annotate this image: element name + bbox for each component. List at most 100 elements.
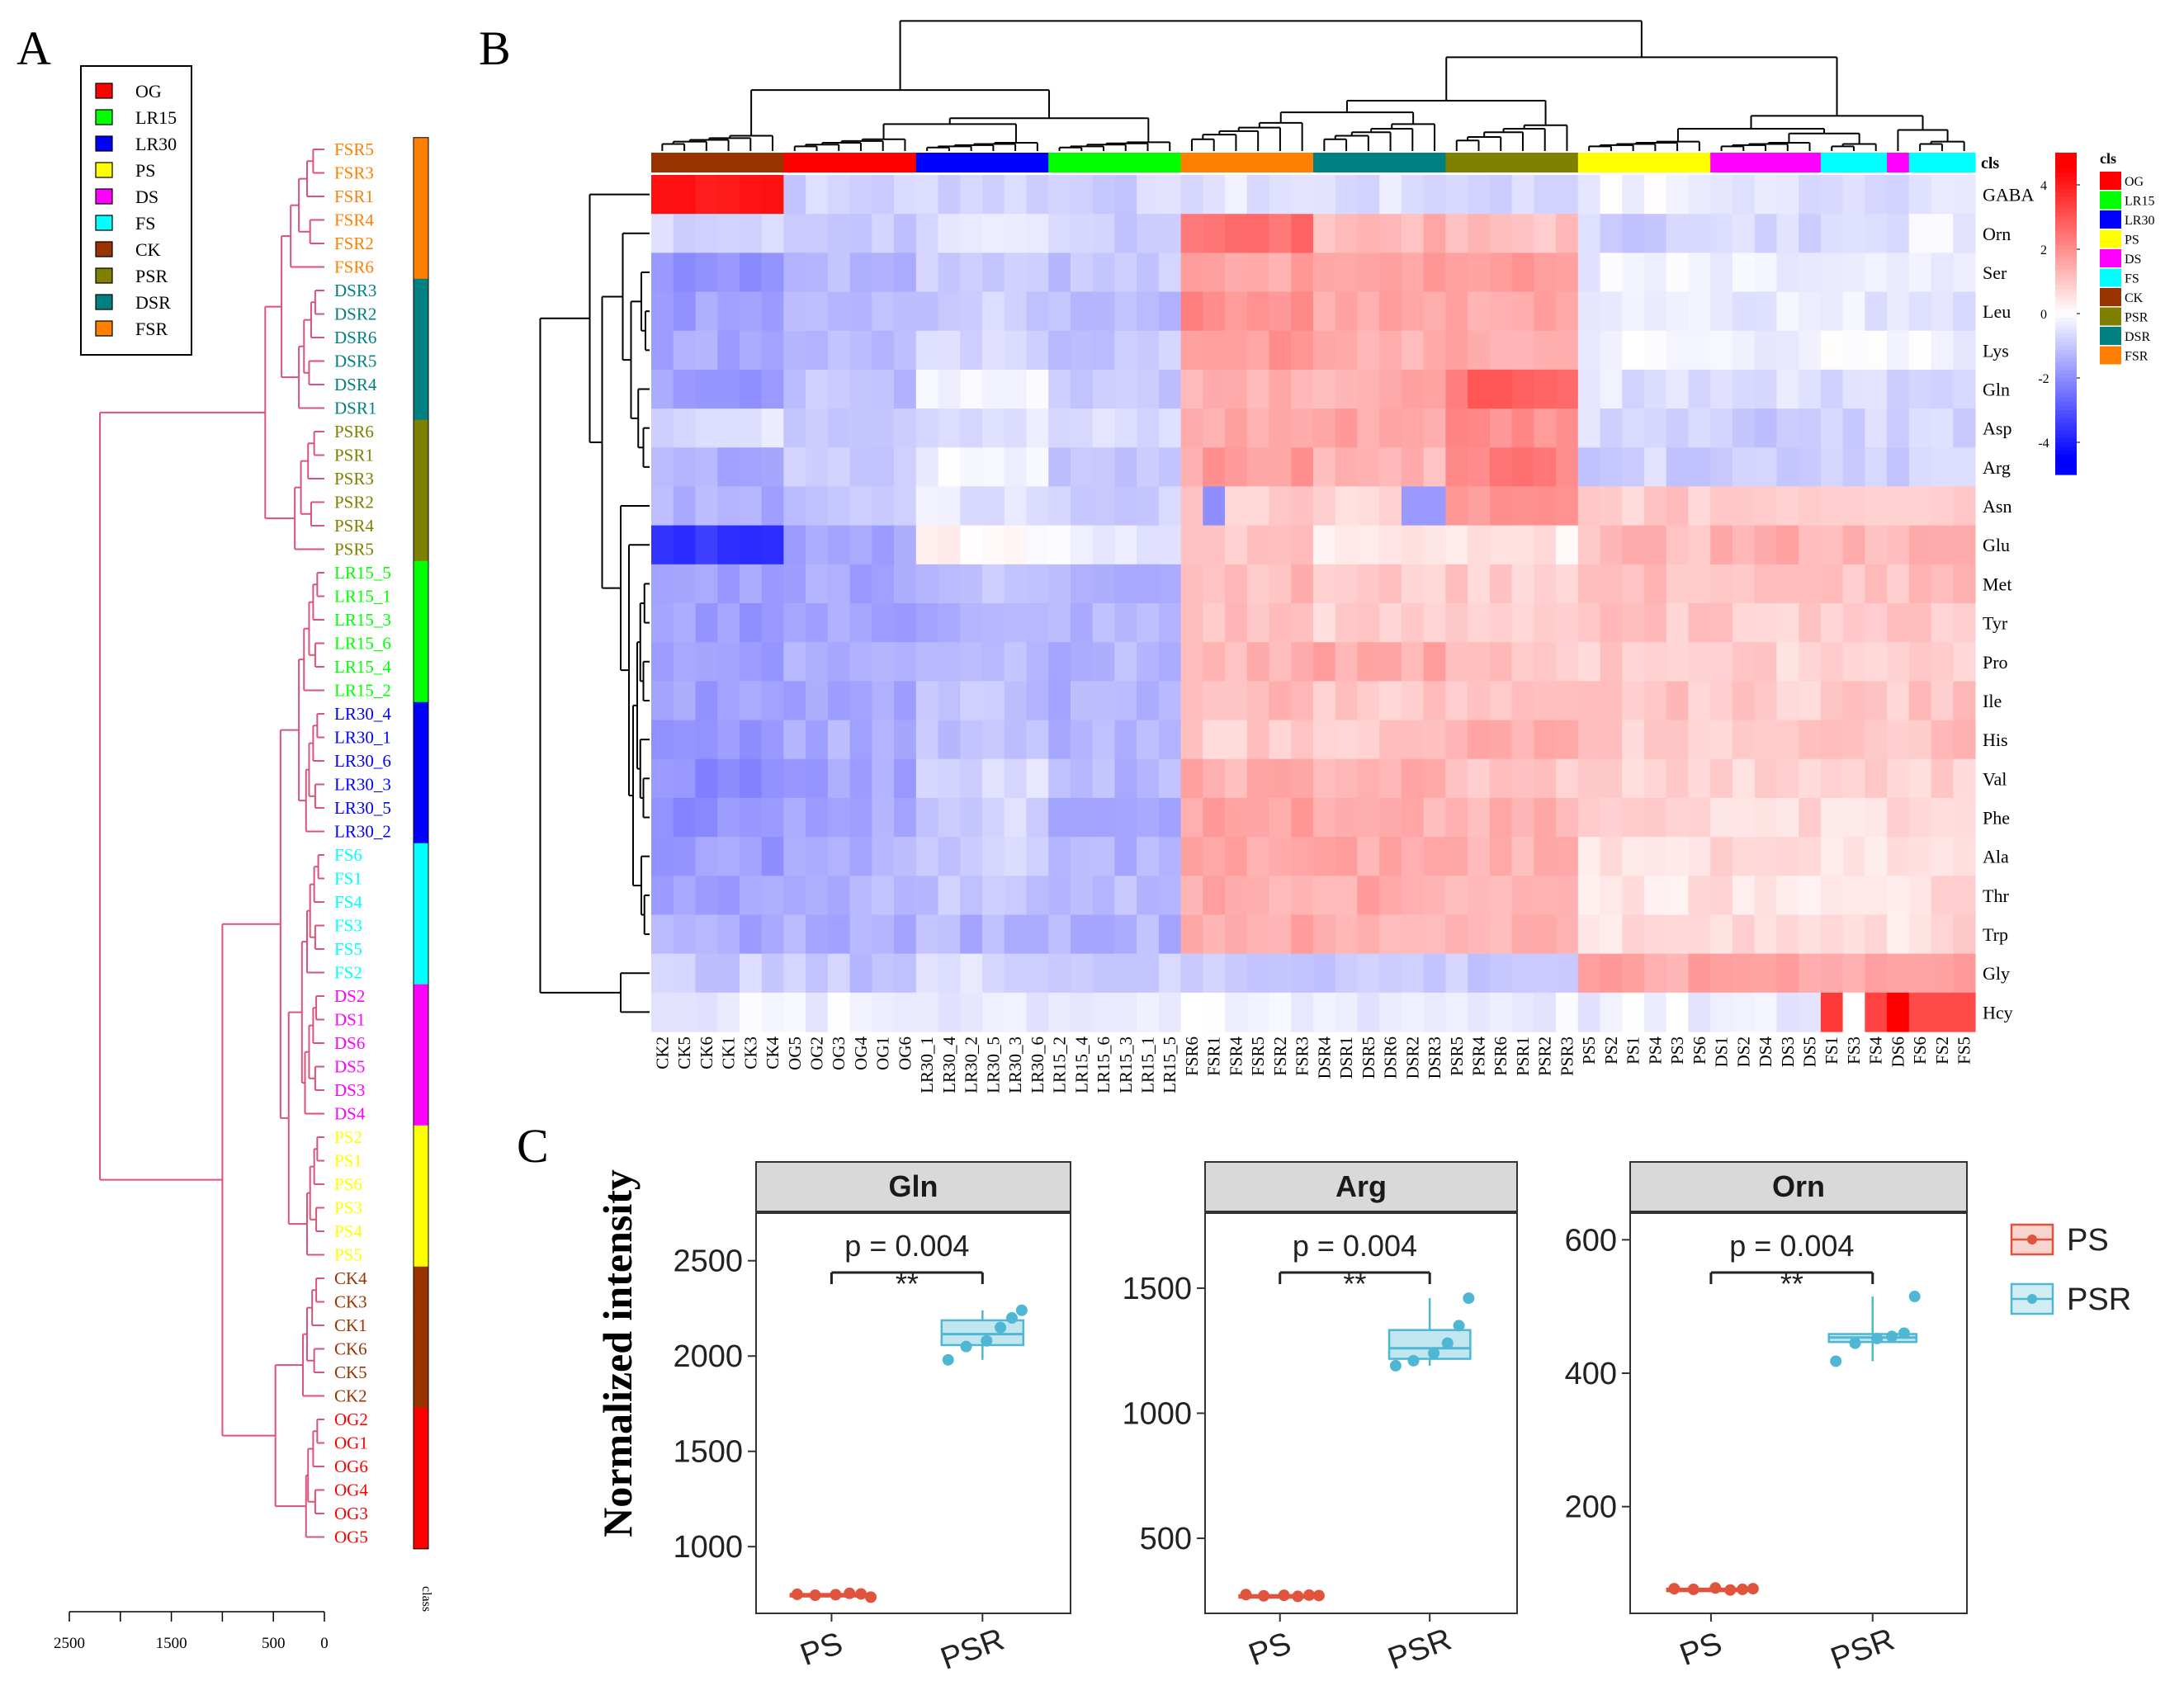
colorbar-step (2055, 317, 2077, 323)
heatmap-cell (938, 953, 961, 994)
heatmap-cell (1291, 603, 1314, 643)
heatmap-cell (1799, 291, 1822, 332)
heatmap-cell (717, 214, 740, 253)
heatmap-cell (783, 564, 806, 604)
heatmap-cell (1180, 797, 1203, 838)
heatmap-cell (1953, 525, 1976, 565)
class-bar-segment-lr15 (414, 560, 428, 585)
sample-label: LR15_3 (334, 610, 391, 630)
heatmap-cell (1158, 291, 1182, 332)
heatmap-cell (1203, 914, 1226, 955)
heatmap-cell (806, 408, 829, 448)
heatmap-cell (872, 720, 895, 760)
colorbar-tick-label: 0 (2040, 308, 2047, 322)
heatmap-cell (1401, 758, 1425, 799)
heatmap-cell (695, 953, 718, 994)
heatmap-cell (1048, 525, 1071, 565)
class-bar-segment-dsr (414, 325, 428, 350)
row-label: Leu (1983, 301, 2011, 322)
column-label: FS5 (1955, 1037, 1974, 1065)
heatmap-cell (806, 603, 829, 643)
colorbar-step (2055, 237, 2077, 242)
heatmap-cell (739, 992, 763, 1032)
heatmap-cell (1710, 642, 1733, 682)
row-label: Tyr (1983, 613, 2008, 634)
heatmap-cell (1180, 642, 1203, 682)
heatmap-cell (1710, 408, 1733, 448)
heatmap-cell (1666, 992, 1690, 1032)
heatmap-cell (695, 642, 718, 682)
class-bar-segment-fs (414, 914, 428, 938)
heatmap-cell (1401, 642, 1425, 682)
heatmap-cell (1754, 876, 1777, 916)
heatmap-cell (673, 603, 697, 643)
heatmap-cell (1137, 992, 1160, 1032)
heatmap-cell (1291, 992, 1314, 1032)
heatmap-cell (1468, 214, 1491, 253)
heatmap-cell (761, 408, 784, 448)
heatmap-cell (1577, 914, 1601, 955)
heatmap-cell (1137, 175, 1160, 215)
column-label: LR15_5 (1160, 1037, 1179, 1093)
heatmap-cell (1357, 953, 1380, 994)
heatmap-cell (1600, 175, 1623, 215)
heatmap-cell (1313, 642, 1336, 682)
heatmap-cell (1246, 603, 1270, 643)
cls-bar-segment-lr30 (915, 153, 939, 172)
cls-bar-segment-lr15 (1092, 153, 1115, 172)
heatmap-cell (1820, 447, 1844, 488)
heatmap-cell (1313, 837, 1336, 876)
y-tick-label: 2500 (673, 1244, 743, 1279)
heatmap-cell (1468, 681, 1491, 721)
heatmap-cell (1644, 642, 1667, 682)
heatmap-cell (1180, 914, 1203, 955)
colorbar-step (2055, 458, 2077, 463)
heatmap-cell (1092, 408, 1115, 448)
heatmap-cell (1203, 447, 1226, 488)
heatmap-cell (806, 175, 829, 215)
heatmap-cell (1799, 564, 1822, 604)
class-bar-segment-lr30 (414, 796, 428, 820)
sample-label: PSR6 (334, 422, 374, 442)
heatmap-cell (1004, 953, 1028, 994)
heatmap-cell (1556, 603, 1579, 643)
colorbar-step (2055, 374, 2077, 379)
heatmap-cell (1070, 447, 1094, 488)
legend-label-psr: PSR (135, 266, 168, 286)
heatmap-cell (915, 408, 939, 448)
heatmap-cell (872, 253, 895, 293)
row-label: GABA (1983, 185, 2034, 205)
heatmap-cell (1335, 525, 1359, 565)
heatmap-cell (1799, 992, 1822, 1032)
sample-label: LR15_4 (334, 657, 391, 677)
heatmap-cell (1269, 953, 1292, 994)
heatmap-cell (894, 291, 917, 332)
cls-bar-segment-ck (717, 153, 740, 172)
data-point-ps (855, 1588, 867, 1600)
heatmap-cell (894, 953, 917, 994)
heatmap-cell (872, 914, 895, 955)
heatmap-cell (1423, 914, 1446, 955)
heatmap-cell (1666, 720, 1690, 760)
facet-title: Gln (889, 1169, 938, 1203)
column-label: DSR1 (1336, 1037, 1356, 1079)
heatmap-cell (915, 447, 939, 488)
data-point-ps (1240, 1589, 1252, 1601)
heatmap-cell (1908, 837, 1932, 876)
heatmap-cell (1114, 758, 1137, 799)
heatmap-cell (1445, 603, 1468, 643)
heatmap-cell (1732, 447, 1756, 488)
heatmap-cell (1048, 837, 1071, 876)
heatmap-cell (1666, 253, 1690, 293)
cls-bar-segment-dsr (1357, 153, 1380, 172)
heatmap-cell (1931, 837, 1954, 876)
heatmap-cell (1379, 876, 1402, 916)
legend-label-psr: PSR (2067, 1282, 2131, 1317)
heatmap-cell (1291, 175, 1314, 215)
colorbar-step (2055, 196, 2077, 202)
heatmap-cell (1799, 603, 1822, 643)
heatmap-cell (1534, 486, 1557, 527)
heatmap-cell (1269, 525, 1292, 565)
heatmap-cell (1887, 720, 1910, 760)
colorbar-step (2055, 378, 2077, 383)
